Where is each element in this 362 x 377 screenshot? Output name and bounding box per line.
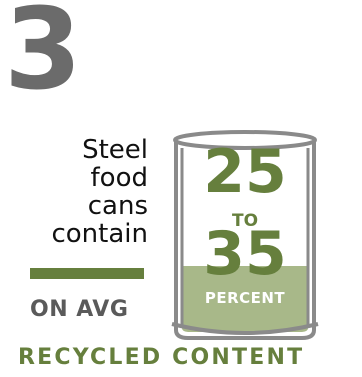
statement-line: cans [87, 191, 148, 221]
divider-bar [30, 268, 144, 279]
qualifier-text: ON AVG [30, 297, 129, 322]
range-high: 35 [203, 219, 287, 289]
statement-line: Steel [82, 135, 148, 165]
can-icon [171, 130, 319, 340]
steel-can-graphic: 25 TO 35 PERCENT [168, 128, 322, 342]
range-low: 25 [203, 137, 287, 207]
caption: RECYCLED CONTENT [18, 345, 305, 370]
fact-number: 3 [4, 0, 82, 115]
unit-label: PERCENT [204, 289, 286, 307]
statement-line: contain [51, 219, 148, 249]
statement-line: food [90, 163, 148, 193]
range-connector: TO [231, 211, 259, 231]
statement-text: Steel food cans contain [51, 136, 148, 248]
